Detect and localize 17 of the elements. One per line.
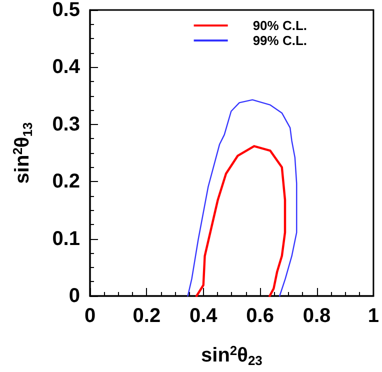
- y-axis-title: sin2θ13: [10, 122, 35, 184]
- y-tick-label: 0.2: [52, 170, 80, 193]
- x-tick-label: 0.2: [132, 305, 161, 327]
- y-tick-label: 0.1: [52, 228, 80, 250]
- line-series: [187, 99, 298, 297]
- legend-label: 99% C.L.: [252, 33, 308, 48]
- y-tick-label: 0.4: [52, 56, 81, 78]
- y-tick-label: 0.3: [52, 113, 80, 136]
- legend-label: 90% C.L.: [252, 18, 308, 33]
- x-tick-label: 0.6: [246, 305, 274, 327]
- y-tick-label: 0.5: [52, 0, 80, 21]
- y-tick-label: 0: [68, 285, 80, 307]
- x-tick-label: 0: [84, 305, 96, 327]
- x-tick-label: 1: [368, 305, 379, 327]
- line-series: [195, 145, 286, 298]
- x-tick-label: 0.4: [189, 305, 218, 327]
- x-tick-label: 0.8: [302, 305, 331, 327]
